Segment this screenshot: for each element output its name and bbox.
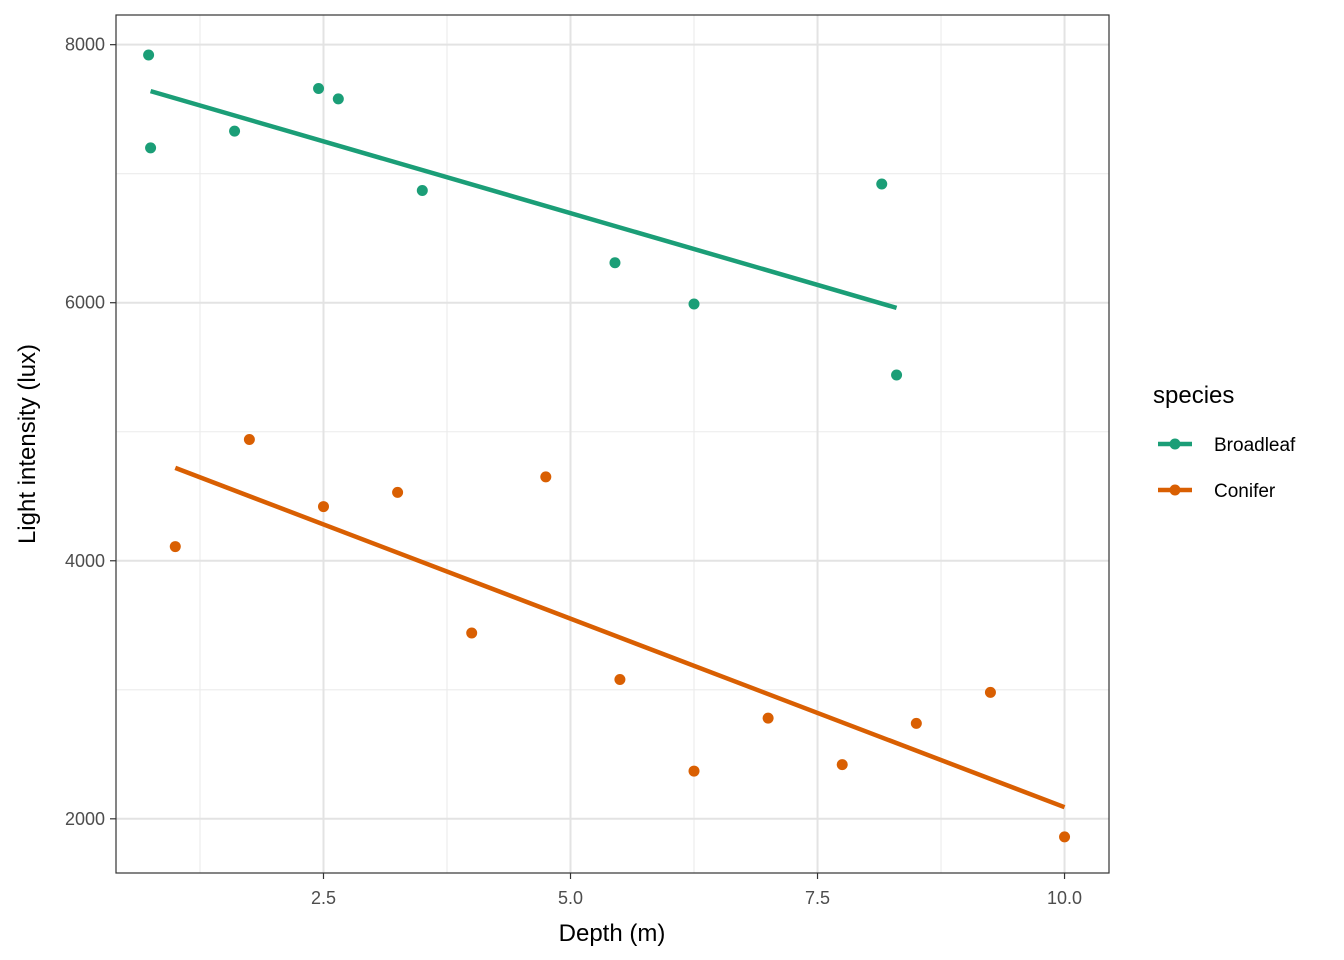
legend-key-point-broadleaf <box>1169 438 1181 450</box>
broadleaf-point <box>688 298 700 310</box>
panel-background <box>116 15 1109 873</box>
conifer-fit-line <box>174 465 1066 810</box>
broadleaf-point <box>332 93 344 105</box>
conifer-point <box>1059 831 1071 843</box>
legend-label-broadleaf: Broadleaf <box>1214 435 1296 456</box>
y-tick-label: 6000 <box>65 293 105 313</box>
plot-panel <box>115 14 1110 874</box>
y-tick-label: 4000 <box>65 551 105 571</box>
conifer-point <box>984 686 996 698</box>
broadleaf-point <box>876 178 888 190</box>
legend-items: Broadleaf Conifer <box>1158 435 1296 502</box>
conifer-point <box>392 486 404 498</box>
x-tick-label: 10.0 <box>1047 888 1082 908</box>
conifer-point <box>762 712 774 724</box>
data-points <box>143 49 1071 843</box>
legend-key-point-conifer <box>1169 484 1181 496</box>
x-tick-label: 5.0 <box>558 888 583 908</box>
y-axis: 2000 4000 6000 8000 <box>65 35 116 829</box>
legend-title: species <box>1153 382 1234 409</box>
conifer-point <box>540 471 552 483</box>
conifer-point <box>243 433 255 445</box>
conifer-point <box>614 673 626 685</box>
broadleaf-point <box>143 49 155 61</box>
legend-label-conifer: Conifer <box>1214 481 1276 502</box>
conifer-point <box>688 765 700 777</box>
broadleaf-point <box>609 257 621 269</box>
conifer-point <box>836 759 848 771</box>
x-tick-label: 7.5 <box>805 888 830 908</box>
x-axis-title: Depth (m) <box>559 920 666 947</box>
broadleaf-fit-line <box>149 88 898 311</box>
y-axis-title: Light intensity (lux) <box>14 344 41 544</box>
major-gridlines <box>116 15 1109 873</box>
y-tick-label: 2000 <box>65 809 105 829</box>
x-tick-label: 2.5 <box>311 888 336 908</box>
regression-lines <box>149 88 1066 810</box>
conifer-point <box>169 541 181 553</box>
y-tick-label: 8000 <box>65 35 105 55</box>
conifer-point <box>466 627 478 639</box>
broadleaf-point <box>145 142 157 154</box>
broadleaf-point <box>313 83 325 95</box>
x-axis: 2.5 5.0 7.5 10.0 <box>311 873 1082 908</box>
panel-border <box>115 14 1110 874</box>
minor-gridlines <box>116 15 1109 873</box>
conifer-point <box>910 717 922 729</box>
legend: species Broadleaf Conifer <box>1153 382 1296 502</box>
conifer-point <box>317 501 329 513</box>
broadleaf-point <box>416 184 428 196</box>
broadleaf-point <box>891 369 903 381</box>
broadleaf-point <box>229 125 241 137</box>
